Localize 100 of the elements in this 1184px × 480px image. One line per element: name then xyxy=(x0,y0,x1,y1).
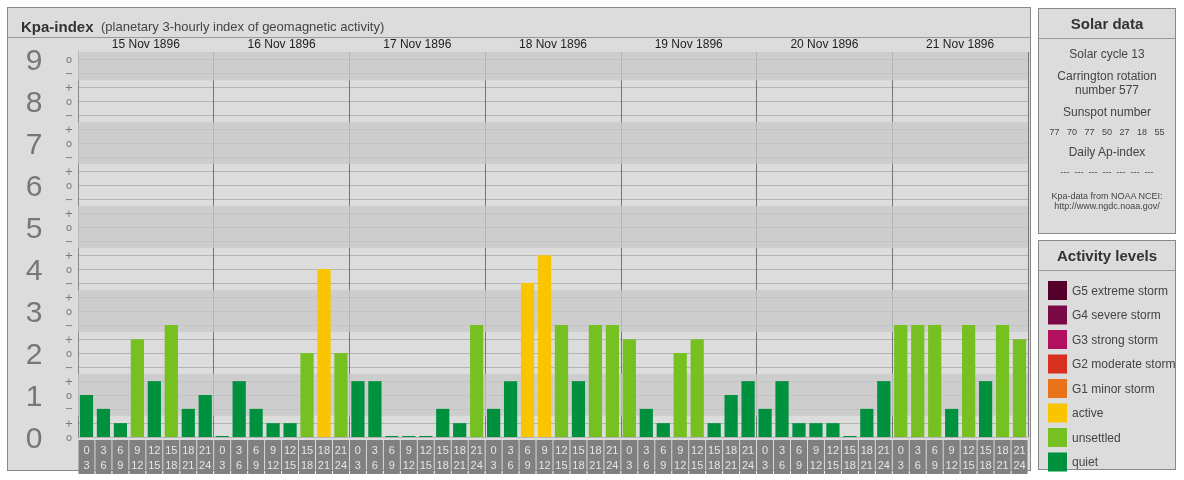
legend-title: Activity levels xyxy=(1039,241,1175,271)
bar xyxy=(741,381,755,437)
legend-label: G3 strong storm xyxy=(1072,332,1159,347)
x-tick-label: 21 24 xyxy=(741,443,755,471)
legend-label: G4 severe storm xyxy=(1072,308,1161,322)
text: o xyxy=(65,179,73,191)
text: − xyxy=(64,151,74,163)
bar xyxy=(639,408,653,437)
y-tick-label: 5 xyxy=(25,210,43,244)
x-tick-label: 21 24 xyxy=(199,443,212,471)
x-tick-label: 6 9 xyxy=(795,443,803,471)
x-tick-label: 21 24 xyxy=(1013,443,1026,471)
x-tick-label: 9 12 xyxy=(266,443,280,471)
y-tick-label: 3 xyxy=(25,294,43,328)
bar xyxy=(130,339,144,437)
x-tick-label: 12 15 xyxy=(555,443,568,471)
text: 15 Nov 1896 xyxy=(111,37,181,51)
x-tick-label: 12 15 xyxy=(283,443,297,471)
bar xyxy=(181,408,195,437)
x-tick-label: 3 6 xyxy=(643,443,650,471)
y-tick-label: 2 xyxy=(25,336,43,370)
y-tick-label: 8 xyxy=(25,84,43,118)
x-tick-label: 18 21 xyxy=(182,443,195,471)
legend-label: unsettled xyxy=(1072,430,1121,445)
x-tick-label: 6 9 xyxy=(931,443,938,471)
bar xyxy=(487,408,501,437)
x-tick-label: 0 3 xyxy=(354,443,361,471)
text: 18 Nov 1896 xyxy=(518,37,588,51)
x-tick-label: 3 6 xyxy=(100,443,107,471)
bar xyxy=(707,423,721,437)
legend-label: G5 extreme storm xyxy=(1072,283,1169,298)
x-tick-label: 3 6 xyxy=(914,443,921,471)
x-tick-label: 9 12 xyxy=(809,443,823,471)
text: o xyxy=(65,389,73,401)
text: --- --- --- --- --- --- --- xyxy=(1059,167,1155,177)
bar xyxy=(995,324,1010,437)
bar xyxy=(96,408,111,437)
bar xyxy=(334,353,348,437)
text: Carrington rotation number 577 xyxy=(1056,69,1158,97)
text: + xyxy=(64,207,74,219)
x-tick-label: 12 15 xyxy=(691,443,704,471)
x-tick-label: 15 18 xyxy=(165,443,178,471)
chart-title: Kpa-index xyxy=(21,18,95,35)
text: o xyxy=(65,137,73,149)
text: Solar data xyxy=(1039,9,1175,39)
bar xyxy=(232,381,246,437)
x-tick-label: 15 18 xyxy=(843,443,856,471)
text: − xyxy=(64,193,74,205)
text: − xyxy=(64,319,74,331)
bar xyxy=(690,339,704,437)
text: Solar cycle 13 xyxy=(1068,47,1146,61)
x-tick-label: 0 3 xyxy=(83,443,90,471)
bar xyxy=(605,324,619,437)
x-tick-label: 12 15 xyxy=(419,443,432,471)
text: o xyxy=(65,347,73,359)
bar xyxy=(673,353,687,437)
x-tick-label: 6 9 xyxy=(388,443,395,471)
text: o xyxy=(65,431,73,443)
x-tick-label: 6 9 xyxy=(524,443,531,471)
bar xyxy=(911,324,925,437)
bar xyxy=(147,381,161,437)
bar xyxy=(520,282,535,437)
y-tick-label: 0 xyxy=(25,420,43,454)
text: Daily Ap-index xyxy=(1067,145,1147,159)
x-tick-label: 15 18 xyxy=(979,443,992,471)
x-tick-label: 15 18 xyxy=(436,443,449,471)
y-tick-label: 7 xyxy=(25,126,43,160)
y-tick-label: 4 xyxy=(25,252,43,286)
bar xyxy=(79,395,94,437)
x-tick-label: 15 18 xyxy=(572,443,585,471)
legend-label: active xyxy=(1072,406,1104,420)
bar xyxy=(894,324,908,437)
text: o xyxy=(65,221,73,233)
text: + xyxy=(64,291,74,303)
x-tick-label: 6 9 xyxy=(253,443,260,471)
bar xyxy=(860,408,874,437)
bar xyxy=(792,423,806,437)
y-tick-label: 9 xyxy=(25,42,43,76)
legend-label: G2 moderate storm xyxy=(1072,357,1176,371)
legend-label: G1 minor storm xyxy=(1072,381,1155,396)
bar xyxy=(453,423,467,437)
text: 17 Nov 1896 xyxy=(383,37,452,51)
text: + xyxy=(64,123,74,135)
x-tick-label: 18 21 xyxy=(725,443,738,471)
x-tick-label: 18 21 xyxy=(453,443,466,471)
bar xyxy=(300,353,314,437)
text: Kpa-data from NOAA NCEI: http://www.ngdc.noaa.gov/ xyxy=(1050,191,1164,211)
bar xyxy=(571,381,586,437)
bar xyxy=(928,324,942,437)
bar xyxy=(809,423,823,437)
text: − xyxy=(64,403,74,415)
bar xyxy=(537,255,552,437)
text: o xyxy=(65,305,73,317)
text: + xyxy=(64,81,74,93)
text: + xyxy=(64,165,74,177)
text: + xyxy=(64,375,74,387)
bar xyxy=(283,423,297,437)
text: Sunspot number xyxy=(1061,105,1153,119)
text: o xyxy=(65,53,73,65)
text: 19 Nov 1896 xyxy=(654,37,724,51)
